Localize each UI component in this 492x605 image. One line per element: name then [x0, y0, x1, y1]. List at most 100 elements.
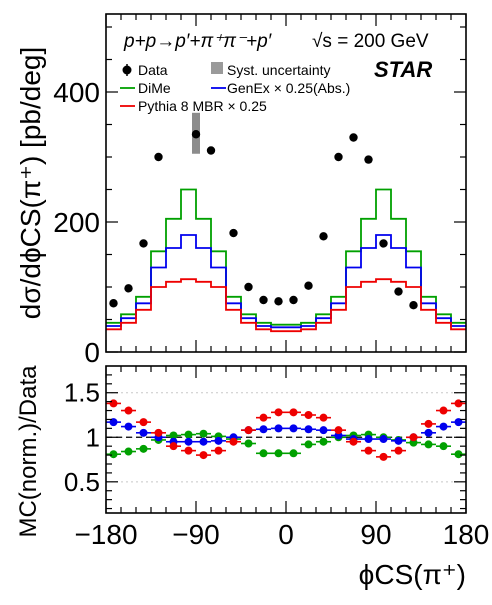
data-point-2	[139, 239, 148, 248]
ratio-2-point-16	[349, 437, 358, 446]
data-point-12	[319, 232, 328, 241]
data-point-9	[274, 297, 283, 306]
ratio-2-point-17	[364, 446, 373, 455]
ratio-1-point-7	[214, 436, 223, 445]
ratio-0-point-23	[454, 450, 463, 459]
top-y-axis-label: dσ/dϕCS(π⁺) [pb/deg]	[15, 47, 46, 320]
ratio-1-point-22	[439, 422, 448, 431]
experiment-label: STAR	[374, 57, 432, 82]
ratio-2-point-7	[214, 446, 223, 455]
ratio-2-point-8	[229, 437, 238, 446]
bottom-x-tick-labels: −180 −90 0 90 180	[74, 519, 489, 550]
process-label: p+p→p′+π⁺π⁻+p′	[123, 31, 273, 52]
ratio-2-point-20	[409, 433, 418, 442]
ratio-2-point-11	[274, 408, 283, 417]
legend-genex-label: GenEx × 0.25(Abs.)	[227, 80, 350, 96]
ratio-0-point-13	[304, 440, 313, 449]
top-series-2-step	[106, 278, 466, 333]
ratio-2-point-3	[154, 428, 163, 437]
ratio-0-point-1	[124, 447, 133, 456]
ratio-2-point-18	[379, 452, 388, 461]
ratio-2-point-12	[289, 408, 298, 417]
bottom-y-axis-label: MC(norm.)/Data	[15, 365, 42, 538]
data-point-4	[191, 130, 201, 139]
data-point-10	[289, 295, 298, 305]
x-tick-label-3: 90	[360, 519, 391, 550]
data-point-8	[259, 295, 268, 305]
top-ticks	[105, 14, 467, 353]
legend-pythia-label: Pythia 8 MBR × 0.25	[138, 98, 267, 114]
ratio-0-point-4	[169, 431, 178, 440]
data-point-7	[244, 282, 253, 292]
ratio-0-point-14	[319, 437, 328, 446]
top-ytick-label-200: 200	[53, 207, 100, 238]
ratio-1-point-11	[274, 424, 283, 433]
top-ytick-label-0: 0	[84, 337, 100, 368]
top-points	[109, 130, 418, 310]
ratio-0-point-11	[274, 449, 283, 458]
ratio-2-point-9	[244, 426, 253, 435]
energy-label: √s = 200 GeV	[312, 31, 429, 52]
data-point-0	[109, 299, 118, 308]
ratio-1-point-21	[424, 428, 433, 437]
top-y-tick-labels: 0 200 400	[53, 77, 100, 368]
data-point-3	[154, 152, 163, 162]
ratio-2-point-14	[319, 413, 328, 422]
ratio-1-point-6	[199, 437, 208, 446]
x-tick-label-2: 0	[278, 519, 294, 550]
ratio-2-point-15	[334, 426, 343, 435]
ratio-1-point-2	[139, 428, 148, 437]
legend-data-label: Data	[138, 62, 168, 78]
ratio-0-point-10	[259, 449, 268, 458]
legend-dime-label: DiMe	[138, 80, 171, 96]
data-point-6	[229, 228, 238, 238]
ratio-2-point-4	[169, 442, 178, 451]
ratio-1-point-13	[304, 425, 313, 434]
ratio-1-point-23	[454, 418, 463, 427]
top-plot: 0 200 400 dσ/dϕCS(π⁺) [pb/deg]	[15, 13, 467, 368]
bottom-series	[106, 399, 466, 461]
ratio-0-point-21	[424, 440, 433, 449]
ratio-1-point-10	[259, 425, 268, 434]
bottom-ticks	[105, 366, 467, 513]
ratio-1-point-1	[124, 422, 133, 431]
top-series-1-step	[106, 234, 466, 329]
data-point-5	[206, 146, 216, 155]
ratio-0-point-12	[289, 449, 298, 458]
legend-syst-label: Syst. uncertainty	[227, 62, 331, 78]
ratio-0-point-2	[139, 444, 148, 453]
data-point-15	[364, 155, 373, 164]
x-tick-label-4: 180	[443, 519, 490, 550]
x-tick-label-1: −90	[172, 519, 220, 550]
bottom-plot: 0.5 1 1.5 −180 −90 0 90 180 MC(norm.)/Data ϕCS…	[15, 365, 489, 590]
ratio-2-point-6	[199, 451, 208, 460]
data-point-17	[394, 287, 403, 296]
ratio-2-point-13	[304, 411, 313, 419]
x-tick-label-0: −180	[74, 519, 137, 550]
ratio-2-point-5	[184, 446, 193, 455]
bottom-ytick-label-0.5: 0.5	[64, 467, 100, 497]
data-point-11	[304, 281, 313, 290]
ratio-2-point-19	[394, 446, 403, 455]
ratio-2-point-22	[439, 406, 448, 415]
ratio-0-point-9	[244, 439, 253, 448]
bottom-ytick-label-1: 1	[86, 422, 100, 452]
x-axis-label: ϕCS(π⁺)	[359, 559, 466, 590]
ratio-1-point-18	[379, 435, 388, 444]
ratio-2-point-2	[139, 418, 148, 427]
ratio-2-point-21	[424, 419, 433, 428]
ratio-0-point-22	[439, 442, 448, 451]
ratio-0-point-0	[109, 450, 118, 459]
bottom-ytick-label-1.5: 1.5	[64, 378, 100, 408]
ratio-2-point-1	[124, 406, 133, 415]
data-point-14	[349, 133, 358, 142]
data-point-13	[334, 152, 343, 162]
data-point-1	[124, 284, 133, 293]
ratio-1-point-19	[394, 436, 403, 445]
ratio-0-point-6	[199, 429, 208, 438]
ratio-2-point-23	[454, 399, 463, 408]
ratio-1-point-17	[364, 435, 373, 444]
top-ytick-label-400: 400	[53, 77, 100, 108]
